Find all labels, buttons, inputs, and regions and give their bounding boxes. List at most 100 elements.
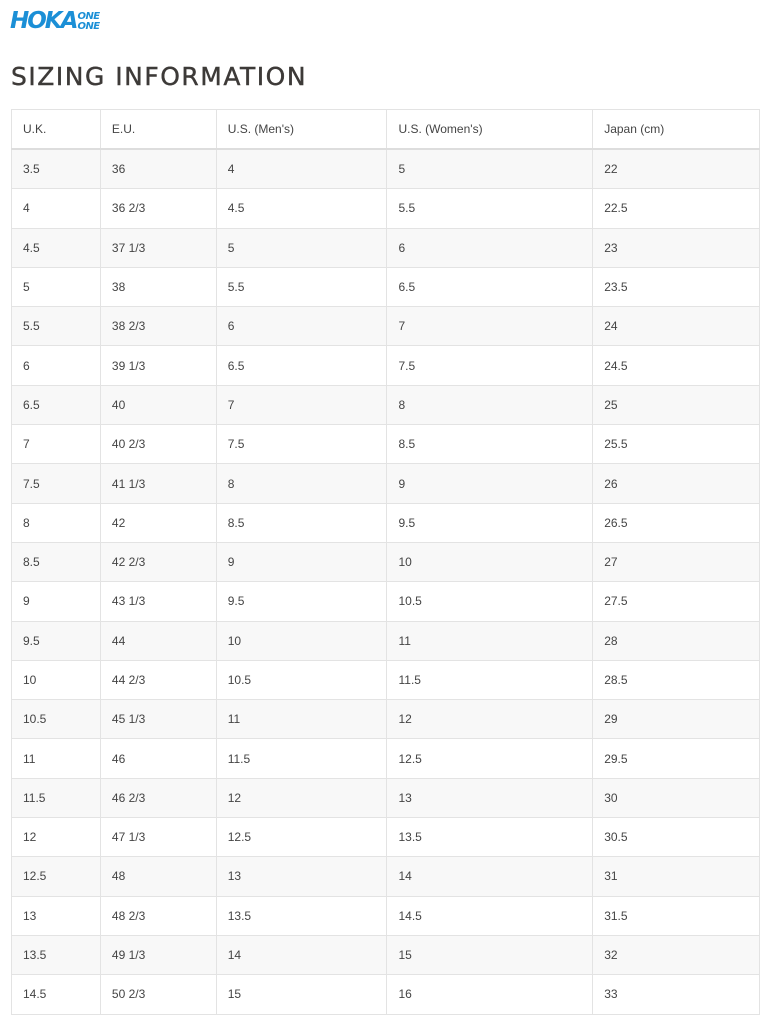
header-us-womens: U.S. (Women's)	[386, 109, 594, 150]
table-row: 9 43 1/3 9.5 10.5 27.5	[11, 581, 760, 622]
cell-us-mens: 13	[215, 856, 388, 897]
cell-uk: 4	[11, 188, 101, 229]
cell-us-mens: 9.5	[215, 581, 388, 622]
cell-us-womens: 7.5	[386, 345, 594, 386]
cell-eu: 46	[99, 738, 217, 779]
cell-uk: 9	[11, 581, 101, 622]
cell-uk: 11	[11, 738, 101, 779]
cell-uk: 10	[11, 659, 101, 701]
logo-wordmark: HOKA	[10, 8, 78, 34]
cell-us-womens: 9	[386, 463, 594, 504]
cell-eu: 46 2/3	[99, 777, 217, 819]
cell-us-mens: 12.5	[215, 817, 388, 858]
table-row: 5 38 5.5 6.5 23.5	[11, 266, 760, 308]
table-row: 4.5 37 1/3 5 6 23	[11, 227, 760, 268]
cell-eu: 38	[99, 266, 217, 308]
cell-japan: 23.5	[592, 266, 760, 308]
cell-eu: 37 1/3	[99, 227, 217, 268]
cell-us-womens: 13	[386, 777, 594, 819]
cell-eu: 44	[99, 620, 217, 661]
table-row: 3.5 36 4 5 22	[11, 148, 760, 190]
cell-uk: 7.5	[11, 463, 101, 504]
table-header-row: U.K. E.U. U.S. (Men's) U.S. (Women's) Ja…	[11, 109, 760, 150]
header-japan: Japan (cm)	[592, 109, 760, 150]
cell-us-womens: 14.5	[386, 895, 594, 936]
table-row: 8.5 42 2/3 9 10 27	[11, 541, 760, 583]
cell-uk: 3.5	[11, 148, 101, 190]
cell-us-womens: 8.5	[386, 424, 594, 465]
cell-us-mens: 6.5	[215, 345, 388, 386]
cell-eu: 47 1/3	[99, 817, 217, 858]
cell-us-mens: 10	[215, 620, 388, 661]
cell-us-mens: 6	[215, 306, 388, 347]
cell-us-mens: 8.5	[215, 502, 388, 543]
table-row: 5.5 38 2/3 6 7 24	[11, 306, 760, 347]
cell-us-womens: 10.5	[386, 581, 594, 622]
table-row: 13 48 2/3 13.5 14.5 31.5	[11, 895, 760, 936]
cell-uk: 13.5	[11, 934, 101, 976]
header-eu: E.U.	[99, 109, 217, 150]
cell-eu: 36 2/3	[99, 188, 217, 229]
sizing-table: U.K. E.U. U.S. (Men's) U.S. (Women's) Ja…	[11, 109, 760, 1015]
table-row: 11 46 11.5 12.5 29.5	[11, 738, 760, 779]
header-us-mens: U.S. (Men's)	[215, 109, 388, 150]
cell-us-womens: 15	[386, 934, 594, 976]
hoka-logo[interactable]: HOKA ONE ONE	[10, 10, 100, 33]
cell-uk: 7	[11, 424, 101, 465]
cell-japan: 24.5	[592, 345, 760, 386]
cell-us-womens: 11.5	[386, 659, 594, 701]
cell-japan: 29	[592, 699, 760, 740]
cell-us-womens: 12	[386, 699, 594, 740]
cell-japan: 30.5	[592, 817, 760, 858]
cell-us-mens: 8	[215, 463, 388, 504]
cell-eu: 45 1/3	[99, 699, 217, 740]
cell-eu: 48 2/3	[99, 895, 217, 936]
cell-us-womens: 5	[386, 148, 594, 190]
table-row: 7 40 2/3 7.5 8.5 25.5	[11, 424, 760, 465]
cell-uk: 14.5	[11, 974, 101, 1015]
cell-us-womens: 11	[386, 620, 594, 661]
cell-japan: 22.5	[592, 188, 760, 229]
logo-sub-top: ONE	[77, 10, 100, 22]
table-row: 10.5 45 1/3 11 12 29	[11, 699, 760, 740]
table-row: 10 44 2/3 10.5 11.5 28.5	[11, 659, 760, 701]
table-row: 14.5 50 2/3 15 16 33	[11, 974, 760, 1015]
cell-eu: 42 2/3	[99, 541, 217, 583]
cell-us-womens: 16	[386, 974, 594, 1015]
cell-us-mens: 15	[215, 974, 388, 1015]
cell-japan: 27	[592, 541, 760, 583]
cell-us-mens: 5.5	[215, 266, 388, 308]
cell-japan: 32	[592, 934, 760, 976]
logo-sub-bottom: ONE	[77, 20, 100, 32]
cell-uk: 5	[11, 266, 101, 308]
cell-us-mens: 12	[215, 777, 388, 819]
cell-us-womens: 12.5	[386, 738, 594, 779]
page-title: SIZING INFORMATION	[11, 62, 308, 91]
table-row: 12 47 1/3 12.5 13.5 30.5	[11, 817, 760, 858]
cell-us-mens: 14	[215, 934, 388, 976]
cell-japan: 29.5	[592, 738, 760, 779]
table-row: 13.5 49 1/3 14 15 32	[11, 934, 760, 976]
cell-japan: 28	[592, 620, 760, 661]
cell-us-mens: 5	[215, 227, 388, 268]
cell-japan: 23	[592, 227, 760, 268]
cell-us-womens: 9.5	[386, 502, 594, 543]
cell-eu: 49 1/3	[99, 934, 217, 976]
cell-uk: 8	[11, 502, 101, 543]
cell-uk: 5.5	[11, 306, 101, 347]
cell-japan: 30	[592, 777, 760, 819]
logo-subtext: ONE ONE	[77, 10, 100, 32]
cell-us-mens: 7.5	[215, 424, 388, 465]
cell-us-mens: 9	[215, 541, 388, 583]
cell-japan: 26.5	[592, 502, 760, 543]
cell-us-mens: 10.5	[215, 659, 388, 701]
cell-us-mens: 4.5	[215, 188, 388, 229]
cell-eu: 41 1/3	[99, 463, 217, 504]
cell-japan: 25.5	[592, 424, 760, 465]
cell-uk: 4.5	[11, 227, 101, 268]
table-row: 12.5 48 13 14 31	[11, 856, 760, 897]
cell-us-womens: 5.5	[386, 188, 594, 229]
cell-us-mens: 4	[215, 148, 388, 190]
cell-eu: 42	[99, 502, 217, 543]
cell-eu: 40	[99, 384, 217, 426]
